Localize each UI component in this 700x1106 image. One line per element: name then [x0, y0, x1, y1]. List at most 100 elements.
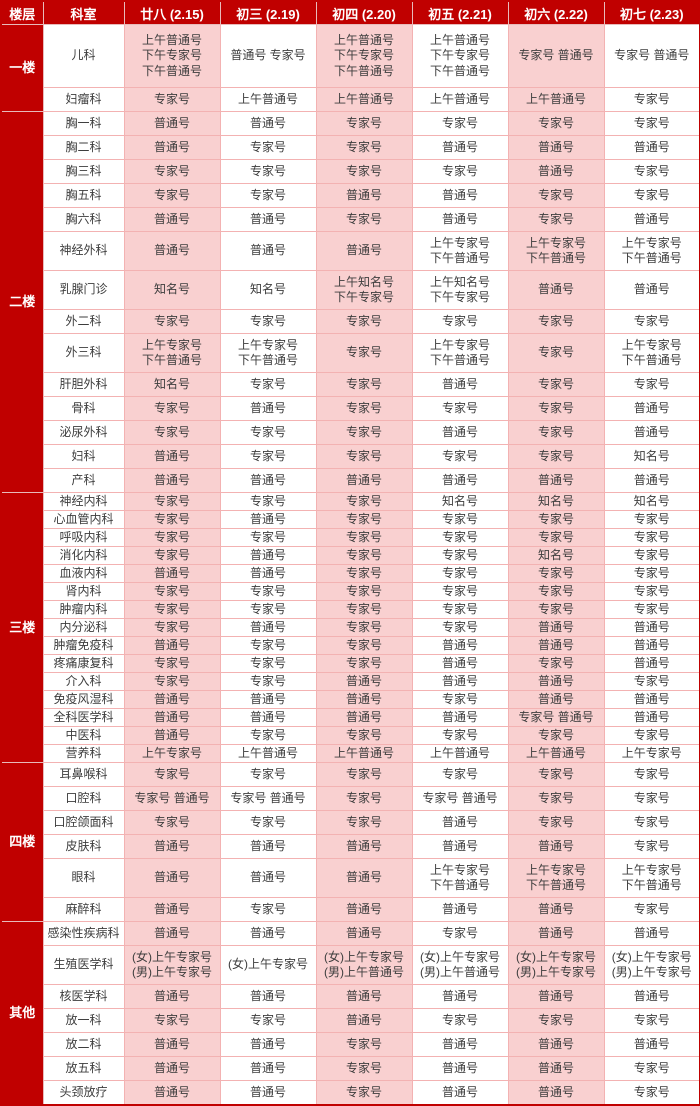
schedule-cell: 普通号	[123, 897, 221, 922]
column-header: 初七 (2.23)	[603, 0, 700, 25]
schedule-cell: 普通号	[219, 834, 317, 859]
schedule-cell: 专家号	[603, 183, 700, 208]
schedule-cell: 专家号	[315, 309, 413, 334]
schedule-cell: 专家号 普通号	[507, 24, 605, 88]
schedule-cell: 普通号	[411, 984, 509, 1009]
schedule-cell: 普通号	[411, 1080, 509, 1106]
department-name: 口腔科	[42, 786, 125, 811]
schedule-cell: 普通号	[603, 270, 700, 310]
schedule-cell: 普通号	[603, 420, 700, 445]
schedule-cell: 专家号	[603, 834, 700, 859]
schedule-cell: 普通号	[123, 708, 221, 727]
schedule-cell: 专家号	[507, 726, 605, 745]
schedule-cell: 普通号	[123, 444, 221, 469]
schedule-cell: 专家号	[219, 492, 317, 511]
schedule-cell: 普通号	[411, 135, 509, 160]
department-name: 胸二科	[42, 135, 125, 160]
schedule-cell: 普通号	[507, 921, 605, 946]
department-name: 营养科	[42, 744, 125, 763]
schedule-cell: 普通号	[219, 231, 317, 271]
schedule-cell: 专家号	[507, 510, 605, 529]
schedule-cell: 专家号	[123, 396, 221, 421]
schedule-cell: 普通号	[507, 135, 605, 160]
table-row: 肿瘤免疫科 普通号 专家号 专家号 普通号 普通号 普通号	[1, 636, 700, 655]
schedule-cell: 普通号	[411, 1032, 509, 1057]
schedule-table-body: 一楼 儿科 上午普通号 下午专家号 下午普通号 普通号 专家号 上午普通号 下午专家号 …	[0, 24, 700, 1106]
schedule-cell: 专家号	[123, 1008, 221, 1033]
schedule-cell: 普通号	[507, 270, 605, 310]
schedule-cell: 普通号	[411, 672, 509, 691]
schedule-cell: 专家号	[507, 207, 605, 232]
schedule-cell: 专家号	[315, 528, 413, 547]
schedule-cell: 专家号	[219, 582, 317, 601]
schedule-cell: 普通号	[123, 1032, 221, 1057]
schedule-cell: 普通号	[123, 135, 221, 160]
schedule-cell: 专家号	[315, 654, 413, 673]
department-name: 神经外科	[42, 231, 125, 271]
schedule-cell: 普通号	[219, 984, 317, 1009]
schedule-cell: 专家号	[411, 1008, 509, 1033]
schedule-cell: 普通号	[219, 1056, 317, 1081]
column-header: 廿八 (2.15)	[123, 0, 221, 25]
schedule-cell: 普通号	[507, 897, 605, 922]
table-row: 四楼 耳鼻喉科 专家号 专家号 专家号 专家号 专家号 专家号	[0, 762, 700, 922]
schedule-cell: 普通号	[507, 834, 605, 859]
schedule-cell: 专家号	[507, 444, 605, 469]
schedule-cell: 专家号	[219, 654, 317, 673]
department-name: 泌尿外科	[42, 420, 125, 445]
schedule-cell: 专家号	[219, 726, 317, 745]
schedule-cell: 普通号	[219, 510, 317, 529]
department-name: 生殖医学科	[42, 945, 125, 985]
column-header: 初六 (2.22)	[507, 0, 605, 25]
schedule-cell: 知名号	[507, 546, 605, 565]
department-name: 肝胆外科	[42, 372, 125, 397]
schedule-cell: 专家号	[411, 582, 509, 601]
schedule-cell: 上午专家号 下午普通号	[603, 333, 700, 373]
table-row: 外三科 上午专家号 下午普通号 上午专家号 下午普通号 专家号 上午专家号 下午普通号专…	[1, 333, 700, 373]
department-name: 妇瘤科	[42, 87, 125, 112]
schedule-cell: 普通号	[219, 396, 317, 421]
schedule-cell: 专家号	[411, 690, 509, 709]
schedule-cell: 专家号	[123, 87, 221, 112]
schedule-cell: 普通号	[123, 564, 221, 583]
schedule-cell: 普通号	[507, 468, 605, 493]
schedule-cell: 普通号	[603, 984, 700, 1009]
schedule-cell: 普通号	[123, 231, 221, 271]
schedule-cell: 专家号	[219, 444, 317, 469]
schedule-cell: 专家号	[411, 111, 509, 136]
schedule-cell: 专家号 普通号	[507, 708, 605, 727]
table-row: 生殖医学科 (女)上午专家号 (男)上午专家号 (女)上午专家号 (女)上午专家号 (…	[1, 945, 700, 985]
schedule-cell: 专家号	[315, 159, 413, 184]
schedule-cell: 专家号	[315, 726, 413, 745]
department-name: 肾内科	[42, 582, 125, 601]
schedule-cell: 专家号	[603, 528, 700, 547]
schedule-cell: 普通号	[507, 672, 605, 691]
table-row: 核医学科 普通号 普通号 普通号 普通号 普通号 普通号	[1, 984, 700, 1009]
schedule-cell: 普通号	[411, 183, 509, 208]
floor-label: 其他	[0, 921, 44, 1106]
schedule-cell: 普通号	[123, 690, 221, 709]
schedule-cell: 专家号	[315, 582, 413, 601]
table-row: 免疫风湿科 普通号 普通号 普通号 专家号 普通号 普通号	[1, 690, 700, 709]
schedule-cell: 普通号	[123, 468, 221, 493]
schedule-cell: 普通号	[315, 834, 413, 859]
schedule-cell: 专家号	[411, 600, 509, 619]
table-row: 胸三科 专家号 专家号 专家号 专家号 普通号 专家号	[1, 159, 700, 184]
schedule-cell: 专家号	[315, 420, 413, 445]
department-name: 神经内科	[42, 492, 125, 511]
schedule-cell: 普通号	[315, 231, 413, 271]
table-row: 妇瘤科 专家号 上午普通号 上午普通号 上午普通号 上午普通号 专家号	[1, 87, 700, 112]
schedule-cell: 知名号	[603, 492, 700, 511]
table-row: 中医科 普通号 专家号 专家号 专家号 专家号 专家号	[1, 726, 700, 745]
schedule-cell: 专家号	[219, 183, 317, 208]
schedule-cell: (女)上午专家号 (男)上午普通号	[315, 945, 413, 985]
schedule-cell: 专家号	[411, 159, 509, 184]
schedule-cell: 普通号	[123, 984, 221, 1009]
department-name: 疼痛康复科	[42, 654, 125, 673]
schedule-cell: 普通号	[315, 708, 413, 727]
schedule-cell: 专家号	[219, 1008, 317, 1033]
schedule-cell: 专家号	[315, 111, 413, 136]
department-name: 核医学科	[42, 984, 125, 1009]
schedule-cell: 普通号	[507, 159, 605, 184]
table-row: 肾内科 专家号 专家号 专家号 专家号 专家号 专家号	[1, 582, 700, 601]
